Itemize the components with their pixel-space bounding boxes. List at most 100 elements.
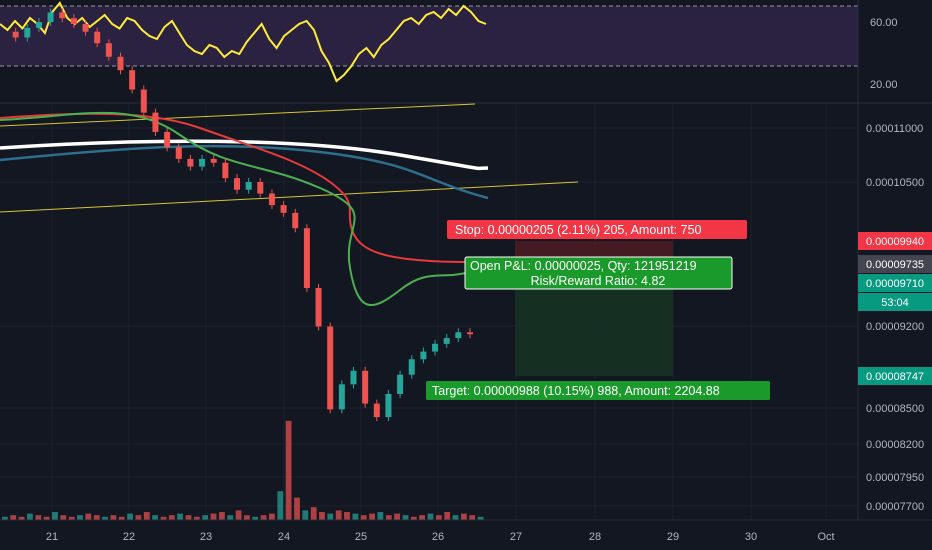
volume-bar [2,516,8,520]
time-tick-label: 28 [589,531,601,543]
volume-bar [335,510,342,520]
price-tag-label: 0.00009735 [866,259,924,271]
price-tick-label: 0.00011000 [866,123,923,135]
volume-bar [344,512,350,520]
volume-bars [2,420,484,520]
time-tick-label: 26 [432,531,444,543]
volume-bar [127,513,133,520]
volume-bar [10,515,17,520]
price-tag [858,274,932,292]
candle-body [432,343,439,352]
candle-body [199,158,206,167]
candle-body [234,178,240,190]
risk-reward-label: Risk/Reward Ratio: 4.82 [531,274,666,288]
volume-bar [60,515,67,520]
price-tag [858,293,932,311]
candle-body [397,374,404,394]
price-tag [858,232,932,250]
target-label: Target: 0.00000988 (10.15%) 988, Amount:… [432,384,720,398]
target-label-box[interactable]: Target: 0.00000988 (10.15%) 988, Amount:… [426,381,770,400]
candle-body [94,31,101,44]
candle-body [362,370,369,404]
volume-bar [477,516,484,520]
ma-white [0,139,489,171]
volume-bar [319,512,325,520]
candle-body [373,403,380,418]
candle-body [82,24,89,32]
volume-bar [202,515,209,520]
volume-bar [352,513,359,520]
volume-bar [461,513,467,520]
candle-body [327,326,334,410]
candle-body [117,56,124,71]
price-tag-label: 0.00009940 [866,236,924,248]
rsi-line [0,1,487,83]
candle-body [70,18,77,24]
time-tick-label: 30 [745,531,757,543]
volume-bar [110,515,117,520]
volume-bar [377,512,384,520]
volume-bar [152,515,158,520]
price-tick-label: 0.00007950 [866,472,924,484]
volume-bar [177,513,183,520]
volume-bar [68,516,75,520]
ma-green [0,111,471,307]
volume-bar [143,512,150,520]
price-tick-label: 0.00010500 [866,177,924,189]
volume-bar [444,512,451,520]
candle-body [292,212,299,229]
candle-body [420,351,427,360]
trendline-upper [0,103,476,127]
candles [12,8,473,422]
volume-bar [394,513,400,520]
volume-bar [419,515,425,520]
candle-body [35,22,42,28]
volume-bar [93,515,100,520]
candle-body [140,89,147,113]
rsi-pane[interactable]: 60.00 20.00 [0,1,898,91]
volume-bar [369,513,375,520]
volume-bar [35,515,42,520]
price-tag [858,367,932,385]
candle-body [129,70,136,90]
volume-bar [427,513,434,520]
price-tag [858,255,932,273]
time-tick-label: Oct [817,531,834,543]
volume-bar [160,516,167,520]
volume-bar [285,420,292,520]
pnl-label: Open P&L: 0.00000025, Qty: 121951219 [470,259,697,273]
volume-bar [85,513,92,520]
time-tick-label: 27 [510,531,522,543]
price-tick-label: 0.00008200 [866,439,924,451]
volume-bar [185,515,192,520]
volume-bar [235,510,242,520]
candle-body [59,12,66,19]
candle-body [257,182,264,194]
price-tick-label: 0.00007700 [866,501,924,513]
volume-bar [402,515,409,520]
pnl-label-box[interactable]: Open P&L: 0.00000025, Qty: 121951219 Ris… [464,256,733,290]
volume-bar [260,515,267,520]
volume-bar [252,516,259,520]
time-tick-label: 24 [278,531,290,543]
volume-bar [52,512,58,520]
volume-bar [435,515,442,520]
volume-bar [269,513,275,520]
time-tick-label: 23 [200,531,212,543]
candle-body [187,158,194,167]
candle-body [350,370,357,385]
volume-bar [452,515,459,520]
time-axis[interactable]: 21 22 23 24 25 26 27 28 29 30 Oct [46,531,835,543]
volume-bar [18,516,25,520]
volume-bar [327,513,334,520]
volume-bar [219,512,225,520]
candle-body [408,359,415,375]
candle-body [315,287,322,327]
candle-body [467,332,473,335]
candle-body [303,228,310,288]
stop-label-box[interactable]: Stop: 0.00000205 (2.11%) 205, Amount: 75… [447,220,747,239]
candle-body [175,147,182,159]
volume-bar [77,515,83,520]
volume-bar [410,516,417,520]
